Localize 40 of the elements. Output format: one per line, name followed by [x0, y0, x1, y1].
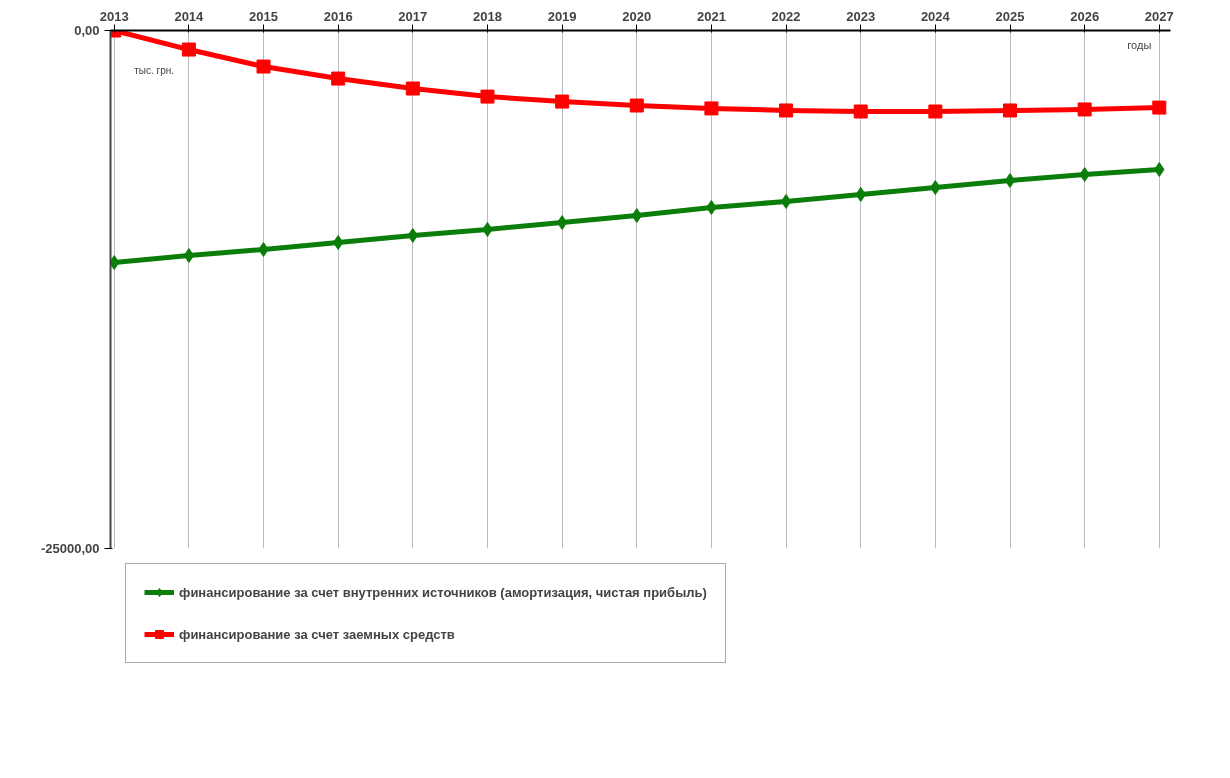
point	[256, 59, 271, 74]
point	[331, 71, 346, 86]
point	[480, 89, 495, 104]
x-tick-label: 2027	[1144, 8, 1174, 24]
point	[1003, 103, 1018, 118]
x-tick-label: 2022	[771, 8, 801, 24]
legend-label: финансирование за счет заемных средств	[179, 626, 455, 642]
x-tick-label: 2019	[547, 8, 577, 24]
point	[1004, 173, 1016, 189]
point	[780, 193, 792, 209]
x-tick-label: 2013	[99, 8, 129, 24]
x-tick-label: 2018	[473, 8, 502, 24]
point	[181, 42, 196, 57]
x-tick-label: 2026	[1070, 8, 1100, 24]
point	[629, 98, 644, 113]
point	[928, 104, 943, 119]
x-tick-label: 2025	[995, 8, 1025, 24]
y-tick-label: 0,00	[74, 23, 100, 38]
y-tick-label: -25000,00	[40, 541, 100, 556]
point	[853, 104, 868, 119]
x-tick-label: 2016	[323, 8, 353, 24]
x-tick-label: 2021	[696, 8, 726, 24]
x-tick-label: 2015	[249, 8, 278, 24]
legend-label: финансирование за счет внутренних источников (амортизация, чистая прибыль)	[179, 584, 707, 600]
point	[704, 101, 719, 116]
point	[183, 248, 195, 264]
point	[556, 215, 568, 231]
x-tick-label: 2014	[174, 8, 205, 24]
y-axis-title: тыс. грн.	[134, 64, 175, 76]
x-tick-label: 2017	[398, 8, 428, 24]
x-tick-label: 2023	[846, 8, 876, 24]
point	[779, 103, 794, 118]
point	[1079, 167, 1090, 182]
point	[405, 81, 420, 96]
point	[1077, 102, 1092, 117]
point	[1152, 100, 1167, 115]
point	[555, 94, 570, 109]
x-tick-label: 2020	[622, 8, 652, 24]
x-tick-label: 2024	[920, 8, 951, 24]
x-axis-title: годы	[1127, 38, 1152, 51]
